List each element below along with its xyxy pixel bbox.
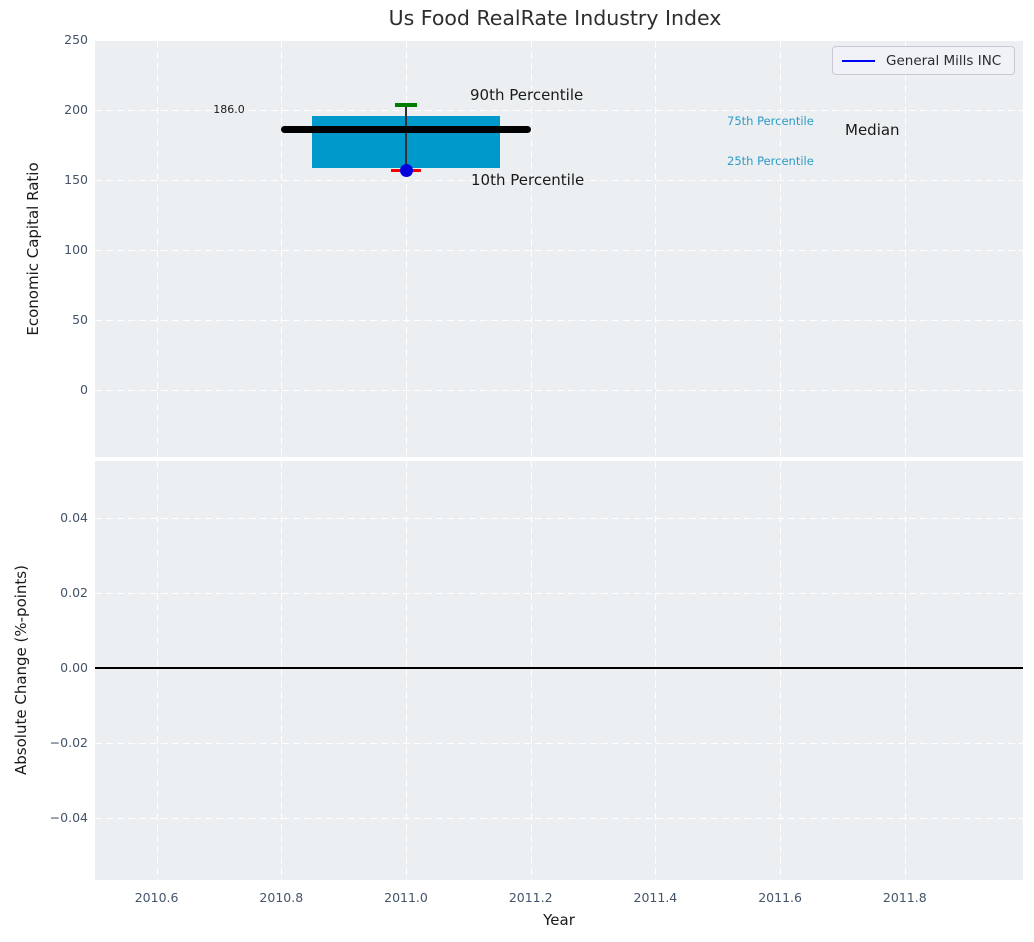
legend: General Mills INC bbox=[832, 46, 1015, 75]
xtick-label: 2011.0 bbox=[384, 890, 428, 905]
xtick-label: 2011.4 bbox=[633, 890, 678, 905]
annotation-25th-percentile: 25th Percentile bbox=[727, 154, 814, 168]
annotation-75th-percentile: 75th Percentile bbox=[727, 114, 814, 128]
gridline-vertical bbox=[655, 461, 657, 880]
gridline-vertical bbox=[780, 461, 782, 880]
annotation-90th-percentile: 90th Percentile bbox=[470, 86, 584, 104]
xtick-label: 2011.6 bbox=[758, 890, 802, 905]
ytick-label-top: 250 bbox=[64, 32, 88, 47]
ytick-label-top: 100 bbox=[64, 242, 88, 257]
ytick-label-top: 200 bbox=[64, 102, 88, 117]
legend-line-sample bbox=[842, 59, 875, 62]
gridline-vertical bbox=[281, 41, 283, 457]
gridline-horizontal bbox=[95, 390, 1023, 391]
top-axes: 90th Percentile 10th Percentile 75th Per… bbox=[95, 41, 1023, 457]
ytick-label-bottom: 0.02 bbox=[60, 585, 88, 600]
legend-label: General Mills INC bbox=[886, 52, 1002, 69]
gridline-horizontal bbox=[95, 743, 1023, 744]
annotation-10th-percentile: 10th Percentile bbox=[471, 171, 585, 189]
gridline-vertical bbox=[904, 41, 906, 457]
bottom-axes bbox=[95, 461, 1023, 880]
gridline-vertical bbox=[655, 41, 657, 457]
ytick-label-bottom: 0.04 bbox=[60, 510, 88, 525]
xtick-label: 2011.8 bbox=[882, 890, 927, 905]
gridline-horizontal bbox=[95, 518, 1023, 519]
company-value-dot bbox=[399, 163, 413, 177]
median-line bbox=[281, 126, 531, 134]
gridline-vertical bbox=[406, 41, 407, 457]
gridline-vertical bbox=[530, 461, 532, 880]
gridline-horizontal bbox=[95, 320, 1023, 321]
gridline-vertical bbox=[530, 41, 532, 457]
gridline-horizontal bbox=[95, 593, 1023, 594]
gridline-vertical bbox=[156, 461, 158, 880]
ytick-label-bottom: −0.04 bbox=[49, 810, 88, 825]
gridline-horizontal bbox=[95, 180, 1023, 181]
ytick-label-bottom: −0.02 bbox=[49, 735, 88, 750]
gridline-vertical bbox=[780, 41, 782, 457]
ytick-label-top: 50 bbox=[72, 312, 88, 327]
annotation-median: Median bbox=[845, 121, 900, 139]
ytick-label-top: 0 bbox=[80, 382, 88, 397]
gridline-vertical bbox=[406, 461, 407, 880]
xlabel-year: Year bbox=[543, 911, 575, 929]
chart-title: Us Food RealRate Industry Index bbox=[388, 6, 722, 30]
zero-reference-line bbox=[95, 667, 1023, 669]
gridline-horizontal bbox=[95, 110, 1023, 111]
p90-cap bbox=[395, 103, 417, 107]
annotation-median-value: 186.0 bbox=[213, 103, 245, 116]
gridline-vertical bbox=[904, 461, 906, 880]
gridline-vertical bbox=[156, 41, 158, 457]
ytick-label-top: 150 bbox=[64, 172, 88, 187]
xtick-label: 2011.2 bbox=[508, 890, 553, 905]
xtick-label: 2010.8 bbox=[259, 890, 304, 905]
xtick-label: 2010.6 bbox=[134, 890, 179, 905]
ytick-label-bottom: 0.00 bbox=[60, 660, 88, 675]
gridline-horizontal bbox=[95, 250, 1023, 251]
whisker-line bbox=[405, 105, 407, 171]
gridline-vertical bbox=[281, 461, 283, 880]
gridline-horizontal bbox=[95, 818, 1023, 819]
